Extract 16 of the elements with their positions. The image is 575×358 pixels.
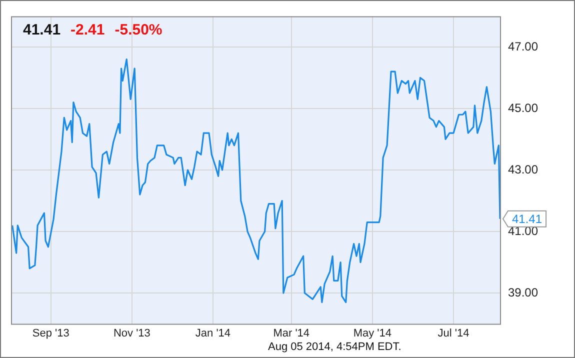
y-tick-label: 41.00	[508, 224, 538, 238]
annotation: -5.50%	[114, 21, 162, 38]
x-tick-label: Mar '14	[273, 327, 310, 340]
y-tick-label: 47.00	[508, 39, 538, 54]
chart-title: 41.41	[23, 21, 61, 38]
y-tick-label: 39.00	[508, 285, 538, 300]
text: Aug 05 2014, 4:54PM EDT.	[268, 341, 402, 354]
annotation: 41.41	[512, 212, 542, 226]
x-tick-label: Sep '13	[32, 327, 70, 340]
y-tick-label: 43.00	[508, 162, 538, 176]
x-tick-label: Nov '13	[113, 327, 150, 340]
y-tick-label: 45.00	[508, 100, 538, 115]
annotation: -2.41	[70, 21, 105, 38]
x-tick-label: May '14	[353, 327, 392, 340]
x-tick-label: Jan '14	[195, 327, 231, 340]
x-tick-label: Jul '14	[438, 327, 470, 340]
